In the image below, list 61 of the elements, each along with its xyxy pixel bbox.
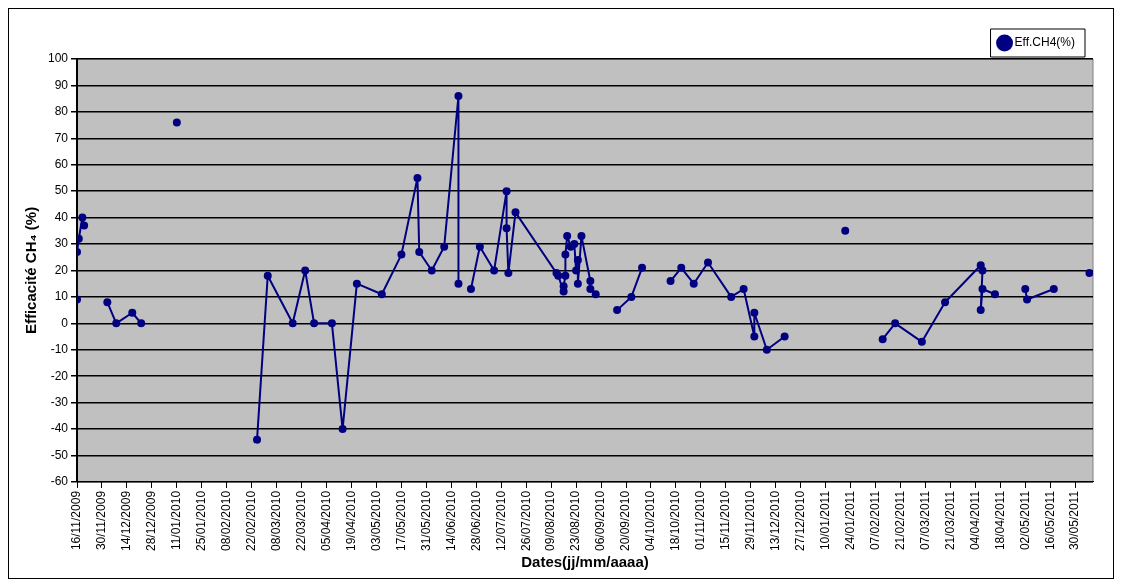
- y-tick-label: -30: [50, 394, 69, 409]
- y-tick-label: -20: [50, 368, 69, 383]
- x-tick-label: 19/04/2010: [343, 490, 358, 551]
- x-tick-label: 12/07/2010: [493, 490, 508, 551]
- y-tick-label: 30: [54, 236, 69, 251]
- x-tick-label: 30/05/2011: [1067, 490, 1082, 551]
- y-tick-label: 10: [54, 289, 69, 304]
- x-tick-label: 16/11/2009: [69, 490, 84, 551]
- x-tick-label: 01/11/2010: [693, 490, 708, 551]
- y-tick-label: 60: [54, 157, 69, 172]
- x-tick-label: 18/04/2011: [992, 490, 1007, 551]
- x-tick-label: 03/05/2010: [368, 490, 383, 551]
- x-tick-label: 28/12/2009: [144, 490, 159, 551]
- y-tick-label: 50: [54, 183, 69, 198]
- x-tick-label: 15/11/2010: [718, 490, 733, 551]
- x-tick-label: 16/05/2011: [1042, 490, 1057, 551]
- y-tick-label: 20: [54, 262, 69, 277]
- x-axis-title: Dates(jj/mm/aaaa): [521, 553, 649, 571]
- x-tick-label: 06/09/2010: [593, 490, 608, 551]
- x-tick-label: 10/01/2011: [817, 490, 832, 551]
- x-tick-label: 05/04/2010: [318, 490, 333, 551]
- y-tick-label: 0: [61, 315, 69, 330]
- x-tick-label: 31/05/2010: [418, 490, 433, 551]
- x-tick-label: 04/10/2010: [643, 490, 658, 551]
- x-tick-label: 02/05/2011: [1017, 490, 1032, 551]
- x-tick-label: 11/01/2010: [169, 490, 184, 551]
- legend-label: Eff.CH4(%): [1014, 35, 1076, 50]
- y-tick-label: 100: [47, 51, 69, 66]
- x-tick-label: 14/12/2009: [119, 490, 134, 551]
- x-tick-label: 14/06/2010: [443, 490, 458, 551]
- x-tick-label: 04/04/2011: [967, 490, 982, 551]
- y-tick-label: -50: [50, 447, 69, 462]
- x-tick-label: 09/08/2010: [543, 490, 558, 551]
- y-axis-title: Efficacité CH₄ (%): [22, 206, 40, 335]
- y-tick-label: -10: [50, 342, 69, 357]
- y-tick-label: -40: [50, 421, 69, 436]
- y-tick-label: -60: [50, 474, 69, 489]
- x-tick-label: 22/02/2010: [244, 490, 259, 551]
- x-tick-label: 08/03/2010: [268, 490, 283, 551]
- x-tick-label: 26/07/2010: [518, 490, 533, 551]
- x-tick-label: 21/03/2011: [942, 490, 957, 551]
- y-tick-label: 80: [54, 104, 69, 119]
- x-tick-label: 25/01/2010: [194, 490, 209, 551]
- x-tick-label: 29/11/2010: [743, 490, 758, 551]
- x-tick-label: 18/10/2010: [668, 490, 683, 551]
- x-tick-label: 17/05/2010: [393, 490, 408, 551]
- x-tick-label: 23/08/2010: [568, 490, 583, 551]
- x-tick-label: 24/01/2011: [842, 490, 857, 551]
- x-tick-label: 07/02/2011: [867, 490, 882, 551]
- x-tick-label: 22/03/2010: [293, 490, 308, 551]
- x-tick-label: 08/02/2010: [219, 490, 234, 551]
- x-tick-label: 30/11/2009: [94, 490, 109, 551]
- x-tick-label: 21/02/2011: [892, 490, 907, 551]
- y-tick-label: 40: [54, 209, 69, 224]
- x-tick-label: 07/03/2011: [917, 490, 932, 551]
- x-tick-label: 28/06/2010: [468, 490, 483, 551]
- x-tick-label: 27/12/2010: [793, 490, 807, 551]
- x-tick-label: 13/12/2010: [768, 490, 783, 551]
- y-tick-label: 70: [54, 130, 69, 145]
- x-tick-label: 20/09/2010: [618, 490, 633, 551]
- y-tick-label: 90: [54, 77, 69, 92]
